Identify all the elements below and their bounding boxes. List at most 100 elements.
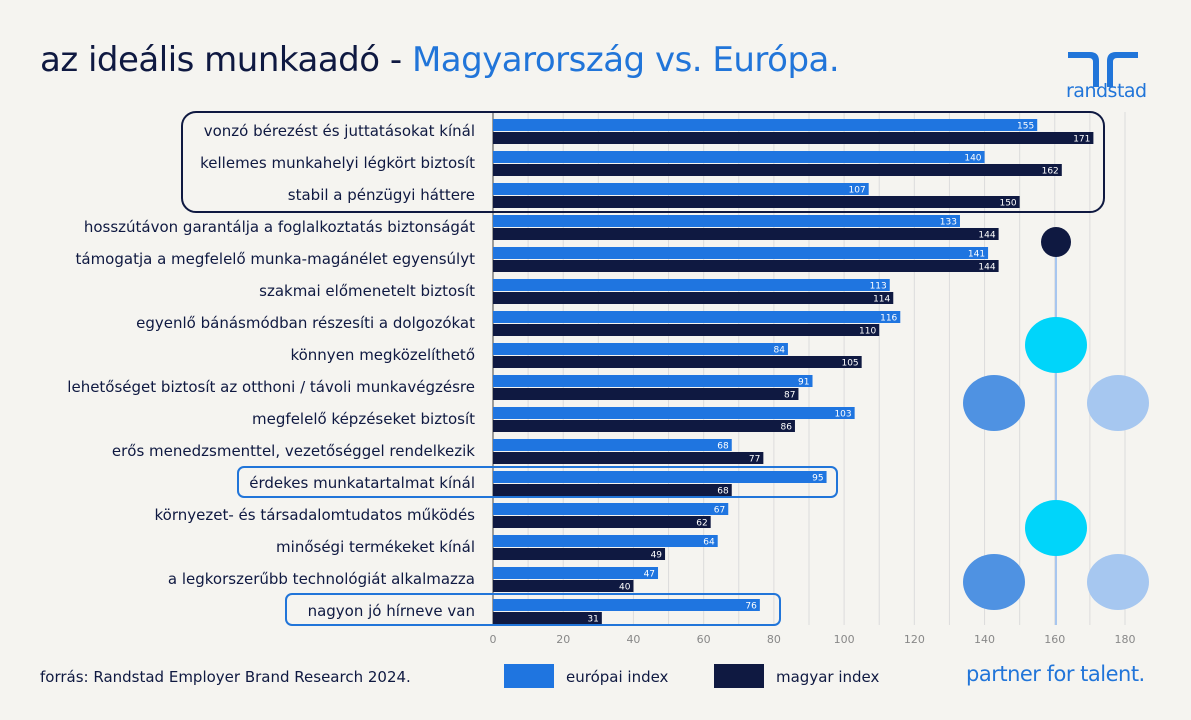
data-label: 144 — [978, 263, 995, 273]
category-label: megfelelő képzéseket biztosít — [252, 410, 475, 428]
decor-circle — [963, 554, 1025, 610]
data-label: 64 — [703, 538, 715, 548]
bar-hungary — [493, 196, 1020, 208]
data-label: 86 — [781, 423, 793, 433]
decor-circle — [1025, 317, 1087, 373]
data-label: 140 — [964, 154, 981, 164]
x-tick-label: 80 — [767, 633, 781, 646]
bar-hungary — [493, 580, 634, 592]
category-label: stabil a pénzügyi háttere — [287, 186, 475, 204]
x-tick-label: 100 — [834, 633, 855, 646]
data-label: 150 — [999, 199, 1016, 209]
bar-hungary — [493, 612, 602, 624]
x-tick-label: 160 — [1044, 633, 1065, 646]
category-label: könnyen megközelíthető — [290, 346, 475, 364]
category-label: egyenlő bánásmódban részesíti a dolgozók… — [136, 314, 475, 332]
decor-circle — [1087, 554, 1149, 610]
data-label: 68 — [717, 442, 729, 452]
data-label: 95 — [812, 474, 823, 484]
data-label: 144 — [978, 231, 995, 241]
data-label: 107 — [849, 186, 866, 196]
bar-europe — [493, 471, 827, 483]
bar-hungary — [493, 452, 764, 464]
data-label: 84 — [773, 346, 785, 356]
bar-hungary — [493, 484, 732, 496]
bar-europe — [493, 215, 960, 227]
legend-label-europe: európai index — [566, 668, 669, 686]
x-tick-label: 120 — [904, 633, 925, 646]
category-label: környezet- és társadalomtudatos működés — [154, 506, 476, 524]
data-label: 40 — [619, 583, 631, 593]
category-label: kellemes munkahelyi légkört biztosít — [200, 154, 475, 172]
data-label: 116 — [880, 314, 897, 324]
bar-europe — [493, 407, 855, 419]
title-highlight: Magyarország vs. Európa. — [411, 40, 840, 80]
data-label: 113 — [870, 282, 887, 292]
decor-circle — [963, 375, 1025, 431]
bar-hungary — [493, 356, 862, 368]
data-label: 49 — [651, 551, 663, 561]
randstad-logo-icon — [1068, 52, 1138, 87]
decor-circle — [1025, 500, 1087, 556]
bar-europe — [493, 151, 985, 163]
decor-circle — [1041, 227, 1071, 257]
category-label: érdekes munkatartalmat kínál — [249, 474, 475, 492]
highlight-box — [285, 593, 781, 626]
data-label: 171 — [1073, 135, 1090, 145]
bar-europe — [493, 311, 901, 323]
data-label: 68 — [717, 487, 729, 497]
page-title: az ideális munkaadó - Magyarország vs. E… — [40, 40, 840, 80]
data-label: 87 — [784, 391, 795, 401]
data-label: 47 — [644, 570, 655, 580]
category-label: támogatja a megfelelő munka-magánélet eg… — [75, 250, 476, 268]
bar-europe — [493, 375, 813, 387]
x-tick-label: 60 — [697, 633, 711, 646]
data-label: 67 — [714, 506, 725, 516]
bar-hungary — [493, 516, 711, 528]
category-label: lehetőséget biztosít az otthoni / távoli… — [67, 378, 475, 396]
legend-swatch-hungary — [714, 664, 764, 688]
category-label: nagyon jó hírneve van — [307, 602, 475, 620]
bar-europe — [493, 343, 788, 355]
bar-hungary — [493, 388, 799, 400]
source-note: forrás: Randstad Employer Brand Research… — [40, 668, 411, 686]
bar-europe — [493, 183, 869, 195]
tagline: partner for talent. — [966, 662, 1145, 686]
x-tick-label: 0 — [490, 633, 497, 646]
x-tick-label: 20 — [556, 633, 570, 646]
bar-hungary — [493, 260, 999, 272]
bar-hungary — [493, 228, 999, 240]
category-label: vonzó bérezést és juttatásokat kínál — [203, 122, 475, 140]
title-main: az ideális munkaadó - — [40, 40, 412, 80]
data-label: 141 — [968, 250, 985, 260]
highlight-box — [181, 111, 1105, 213]
x-tick-label: 140 — [974, 633, 995, 646]
logo-text: randstad — [1066, 80, 1147, 102]
data-label: 31 — [587, 615, 598, 625]
x-tick-label: 180 — [1115, 633, 1136, 646]
category-label: minőségi termékeket kínál — [276, 538, 475, 556]
data-label: 162 — [1042, 167, 1059, 177]
data-label: 155 — [1017, 122, 1034, 132]
category-label: a legkorszerűbb technológiát alkalmazza — [167, 570, 475, 588]
bar-europe — [493, 535, 718, 547]
bar-europe — [493, 599, 760, 611]
bar-europe — [493, 247, 989, 259]
bar-hungary — [493, 132, 1094, 144]
bar-hungary — [493, 548, 666, 560]
category-label: hosszútávon garantálja a foglalkoztatás … — [83, 218, 475, 236]
data-label: 76 — [745, 602, 757, 612]
highlight-box — [237, 466, 838, 498]
category-label: szakmai előmenetelt biztosít — [259, 282, 475, 300]
bar-hungary — [493, 324, 880, 336]
data-label: 103 — [834, 410, 851, 420]
data-label: 114 — [873, 295, 890, 305]
bar-europe — [493, 567, 659, 579]
bar-europe — [493, 119, 1038, 131]
data-label: 105 — [841, 359, 858, 369]
legend-swatch-europe — [504, 664, 554, 688]
x-tick-label: 40 — [626, 633, 640, 646]
bar-europe — [493, 279, 890, 291]
